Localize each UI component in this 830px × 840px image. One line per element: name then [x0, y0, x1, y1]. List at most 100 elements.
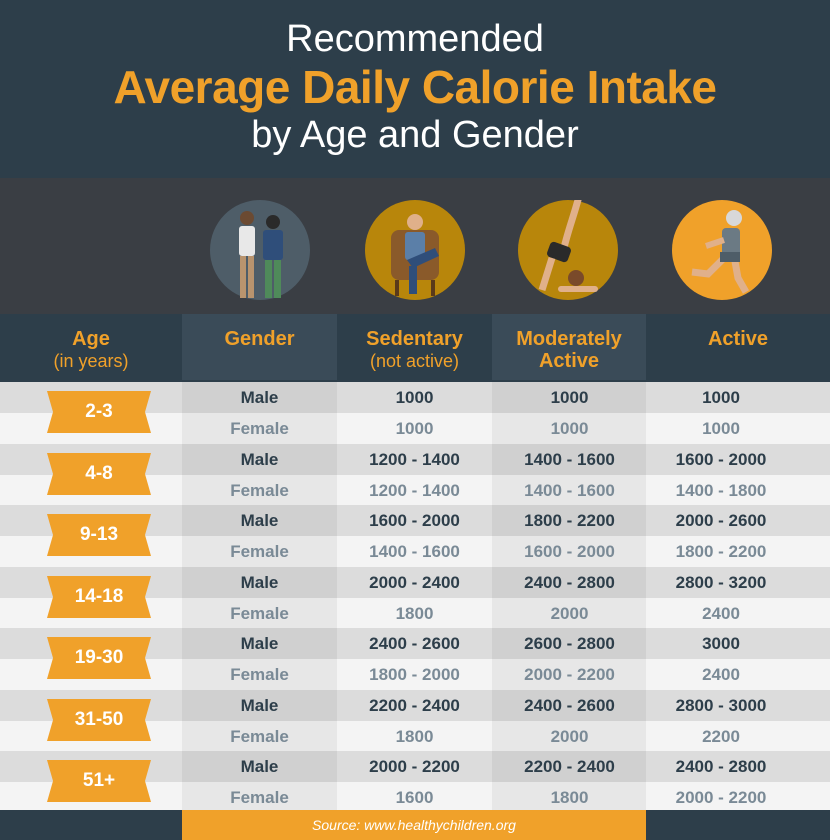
male-active-cell: 1000: [702, 388, 740, 407]
male-gender-cell: Male: [240, 573, 279, 592]
female-sedentary-cell: 1800: [395, 604, 434, 623]
male-moderate-cell: 1000: [550, 388, 589, 407]
header: Recommended Average Daily Calorie Intake…: [0, 0, 830, 178]
column-shade: [182, 751, 337, 813]
male-gender-cell: Male: [240, 634, 279, 653]
column-shade: [182, 690, 337, 752]
female-gender-cell: Female: [230, 788, 289, 807]
female-sedentary-cell: 1000: [395, 419, 434, 438]
age-badge: 51+: [47, 760, 151, 802]
male-sedentary-cell: 2400 - 2600: [369, 634, 460, 653]
column-shade: [182, 628, 337, 690]
male-moderate-cell: 1400 - 1600: [524, 450, 615, 469]
col-active: Active: [646, 314, 830, 380]
female-gender-cell: Female: [230, 542, 289, 561]
age-badge: 4-8: [47, 453, 151, 495]
age-badge: 19-30: [47, 637, 151, 679]
male-sedentary-cell: 2000 - 2200: [369, 757, 460, 776]
female-gender-cell: Female: [230, 665, 289, 684]
age-badge: 2-3: [47, 391, 151, 433]
column-shade: [492, 382, 646, 444]
male-gender-cell: Male: [240, 696, 279, 715]
col-age-label: Age: [72, 328, 110, 350]
female-active-cell: 1000: [702, 419, 740, 438]
female-moderate-cell: 2000: [550, 604, 589, 623]
female-moderate-cell: 1800: [550, 788, 589, 807]
column-shade: [492, 444, 646, 506]
col-sedentary-sub: (not active): [369, 351, 460, 371]
male-sedentary-cell: 2200 - 2400: [369, 696, 460, 715]
icon-band: [0, 178, 830, 314]
column-shade: [182, 567, 337, 629]
male-gender-cell: Male: [240, 757, 279, 776]
title-line-3: by Age and Gender: [251, 114, 579, 156]
column-shade: [492, 690, 646, 752]
col-sedentary-label: Sedentary: [366, 328, 463, 350]
age-label: 4-8: [85, 463, 113, 484]
female-moderate-cell: 1600 - 2000: [524, 542, 615, 561]
female-sedentary-cell: 1400 - 1600: [369, 542, 460, 561]
column-shade: [182, 382, 337, 444]
female-sedentary-cell: 1800: [395, 727, 434, 746]
female-active-cell: 1800 - 2200: [675, 542, 767, 561]
male-gender-cell: Male: [240, 388, 279, 407]
female-moderate-cell: 2000: [550, 727, 589, 746]
col-age: Age (in years): [0, 314, 182, 394]
column-shade: [492, 505, 646, 567]
running-man-icon: [672, 200, 772, 300]
column-shade: [182, 444, 337, 506]
male-active-cell: 3000: [702, 634, 740, 653]
title-line-2: Average Daily Calorie Intake: [113, 61, 717, 113]
female-active-cell: 2400: [702, 665, 740, 684]
male-moderate-cell: 2400 - 2800: [524, 573, 615, 592]
female-moderate-cell: 1400 - 1600: [524, 481, 615, 500]
col-gender: Gender: [182, 314, 337, 380]
female-gender-cell: Female: [230, 727, 289, 746]
col-gender-label: Gender: [224, 328, 295, 350]
title-line-1: Recommended: [286, 18, 544, 60]
column-shade: [492, 567, 646, 629]
male-sedentary-cell: 1200 - 1400: [369, 450, 460, 469]
col-moderately-label-2: Active: [538, 350, 600, 372]
female-gender-cell: Female: [230, 604, 289, 623]
male-moderate-cell: 2200 - 2400: [524, 757, 615, 776]
age-label: 31-50: [74, 709, 124, 730]
male-active-cell: 2800 - 3200: [675, 573, 767, 592]
col-sedentary: Sedentary (not active): [337, 314, 492, 380]
female-active-cell: 1400 - 1800: [675, 481, 767, 500]
female-sedentary-cell: 1600: [395, 788, 434, 807]
female-active-cell: 2200: [702, 727, 740, 746]
age-label: 51+: [82, 770, 116, 791]
male-active-cell: 1600 - 2000: [675, 450, 767, 469]
sitting-man-icon: [365, 200, 465, 300]
male-moderate-cell: 1800 - 2200: [524, 511, 615, 530]
female-moderate-cell: 2000 - 2200: [524, 665, 615, 684]
age-label: 19-30: [74, 647, 124, 668]
male-gender-cell: Male: [240, 511, 279, 530]
age-label: 2-3: [85, 401, 113, 422]
column-shade: [492, 628, 646, 690]
male-gender-cell: Male: [240, 450, 279, 469]
female-moderate-cell: 1000: [550, 419, 589, 438]
column-shade: [492, 751, 646, 813]
female-sedentary-cell: 1200 - 1400: [369, 481, 460, 500]
male-sedentary-cell: 2000 - 2400: [369, 573, 460, 592]
female-sedentary-cell: 1800 - 2000: [369, 665, 460, 684]
male-moderate-cell: 2600 - 2800: [524, 634, 615, 653]
male-active-cell: 2000 - 2600: [675, 511, 767, 530]
male-active-cell: 2800 - 3000: [675, 696, 767, 715]
column-shade: [182, 505, 337, 567]
yoga-woman-icon: [518, 200, 618, 300]
male-sedentary-cell: 1600 - 2000: [369, 511, 460, 530]
female-gender-cell: Female: [230, 419, 289, 438]
col-active-label: Active: [707, 328, 769, 350]
source-credit: Source: www.healthychildren.org: [182, 810, 646, 840]
age-label: 14-18: [74, 586, 124, 607]
female-active-cell: 2400: [702, 604, 740, 623]
col-moderately: Moderately Active: [492, 314, 646, 380]
female-active-cell: 2000 - 2200: [675, 788, 767, 807]
col-moderately-label: Moderately: [516, 328, 622, 350]
male-moderate-cell: 2400 - 2600: [524, 696, 615, 715]
age-badge: 14-18: [47, 576, 151, 618]
col-age-sub: (in years): [53, 351, 129, 371]
